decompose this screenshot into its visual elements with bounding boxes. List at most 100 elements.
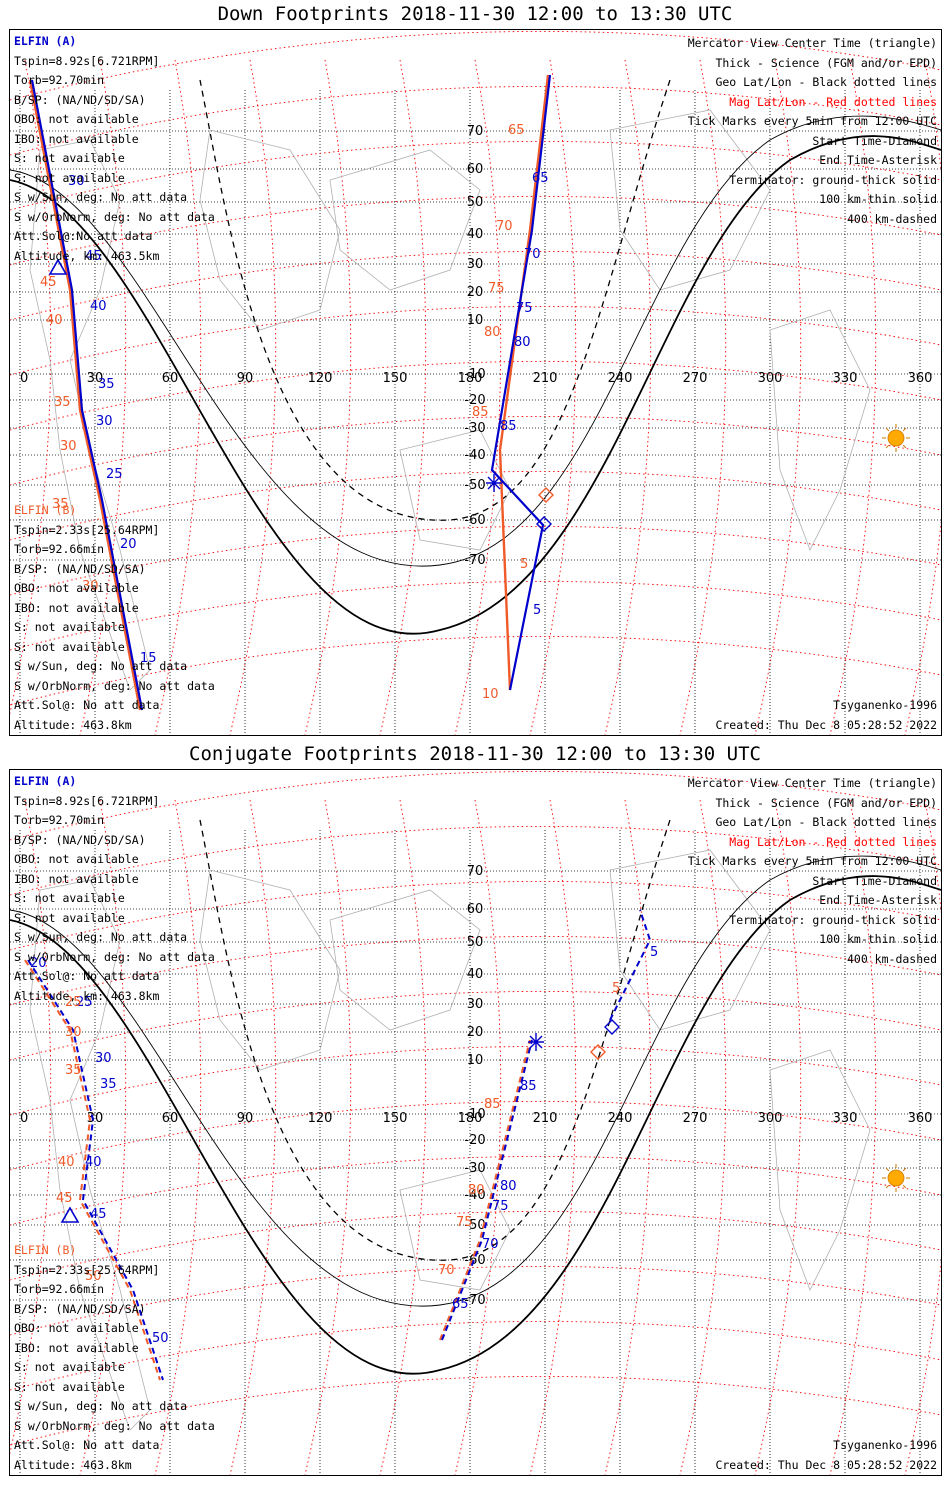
info-line: B/SP: (NA/ND/SD/SA) bbox=[14, 1301, 146, 1316]
terminator-100km bbox=[10, 115, 941, 567]
info-line: S: not available bbox=[14, 620, 125, 634]
lon-label: 330 bbox=[833, 1111, 858, 1126]
elfin-b-tick-label: 70 bbox=[524, 247, 541, 262]
mag-lat-line bbox=[10, 30, 941, 101]
mag-lat-line bbox=[10, 1210, 941, 1281]
coastline bbox=[29, 879, 151, 1431]
elfin-a-mag-tick-label: 35 bbox=[54, 395, 71, 410]
mag-lat-line bbox=[10, 415, 941, 486]
mag-lat-line bbox=[10, 825, 941, 896]
elfin-b-track-north bbox=[609, 909, 652, 1021]
info-line: Torb=92.66min bbox=[14, 1282, 105, 1296]
elfin-a-tick-label: 30 bbox=[95, 1051, 112, 1066]
elfin-a-tick-label: 15 bbox=[140, 651, 157, 666]
elfin-a-tick-label: 50 bbox=[152, 1331, 169, 1346]
lat-label: 50 bbox=[467, 935, 484, 950]
elfin-a-tick-label: 40 bbox=[85, 1155, 102, 1170]
terminator-400km bbox=[199, 79, 671, 521]
mag-lat-line bbox=[10, 305, 941, 376]
lon-label: 300 bbox=[758, 1111, 783, 1126]
lon-label: 270 bbox=[683, 1111, 708, 1126]
mag-lon-line bbox=[904, 59, 941, 735]
model-label: Tsyganenko-1996 bbox=[833, 1438, 937, 1452]
elfin-a-tick-label: 30 bbox=[96, 414, 113, 429]
mag-lon-line bbox=[754, 59, 802, 735]
elfin-b-tick-label: 85 bbox=[520, 1079, 537, 1094]
info-line: S w/Sun, deg: No att data bbox=[14, 190, 188, 204]
info-line: S: not available bbox=[14, 170, 125, 185]
lon-label: 180 bbox=[458, 1111, 483, 1126]
mag-lon-line bbox=[679, 799, 727, 1475]
mag-lon-line bbox=[829, 799, 877, 1475]
mag-lat-line bbox=[10, 1375, 941, 1446]
elfin-a-tick-label: 45 bbox=[90, 1207, 107, 1222]
lat-label: 70 bbox=[467, 864, 484, 879]
terminator-100km bbox=[10, 855, 941, 1307]
lon-label: 210 bbox=[533, 371, 558, 386]
elfin-b-mag-tick-label: 75 bbox=[488, 281, 505, 296]
legend: Mercator View Center Time (triangle) Thi… bbox=[688, 34, 937, 229]
lat-label: 30 bbox=[467, 257, 484, 272]
info-line: OBO: not available bbox=[14, 112, 139, 126]
mag-lat-line bbox=[10, 1320, 941, 1391]
elfin-b-mag-tick-label: 5 bbox=[612, 981, 620, 996]
info-line: S w/OrbNorm, deg: No att data bbox=[14, 1418, 215, 1433]
lat-label: 30 bbox=[467, 997, 484, 1012]
lat-label: -10 bbox=[464, 1107, 485, 1122]
elfin-b-mag-track bbox=[498, 74, 550, 691]
coastline bbox=[199, 869, 341, 1071]
lon-label: 90 bbox=[237, 1111, 254, 1126]
lat-label: 60 bbox=[467, 902, 484, 917]
elfin-a-tick-label: 30 bbox=[68, 174, 85, 189]
down-footprints-panel: Down Footprints 2018-11-30 12:00 to 13:3… bbox=[9, 3, 942, 736]
lat-label: -40 bbox=[464, 448, 485, 463]
end-asterisk bbox=[486, 474, 502, 492]
created-label: Created: Thu Dec 8 05:28:52 2022 bbox=[715, 1457, 937, 1472]
legend-item: Terminator: ground-thick solid bbox=[729, 912, 937, 927]
sun-ray bbox=[885, 427, 890, 432]
lon-label: 60 bbox=[162, 371, 179, 386]
info-line: Torb=92.70min bbox=[14, 73, 105, 87]
elfin-b-mag-tick-label: 5 bbox=[520, 557, 528, 572]
lon-label: 0 bbox=[20, 371, 28, 386]
elfin-a-mag-tick-label: 25 bbox=[65, 995, 82, 1010]
elfin-a-tick-label: 20 bbox=[30, 956, 47, 971]
mag-lat-line bbox=[10, 770, 941, 841]
sun-ray bbox=[902, 427, 907, 432]
elfin-a-mag-tick-label: 45 bbox=[40, 275, 57, 290]
sun-ray bbox=[885, 1184, 890, 1189]
elfin-a-info: ELFIN (A) Tspin=8.92s[6.721RPM] Torb=92.… bbox=[14, 772, 215, 1006]
mag-lat-line bbox=[10, 140, 941, 211]
mag-lat-line bbox=[10, 880, 941, 951]
info-line: OBO: not available bbox=[14, 1321, 139, 1335]
coastline bbox=[399, 1169, 511, 1291]
info-line: S: not available bbox=[14, 151, 125, 165]
legend-item: Mag Lat/Lon - Red dotted lines bbox=[729, 94, 937, 109]
info-line: S w/OrbNorm, deg: No att data bbox=[14, 209, 215, 224]
elfin-b-mag-tick-label: 80 bbox=[484, 325, 501, 340]
conjugate-footprints-panel: Conjugate Footprints 2018-11-30 12:00 to… bbox=[0, 740, 950, 1490]
start-diamond bbox=[536, 516, 552, 532]
mag-lon-line bbox=[679, 59, 727, 735]
lon-label: 210 bbox=[533, 1111, 558, 1126]
lon-label: 120 bbox=[308, 371, 333, 386]
lon-label: 90 bbox=[237, 371, 254, 386]
lat-label: 70 bbox=[467, 124, 484, 139]
elfin-b-tick-label: 5 bbox=[650, 945, 658, 960]
mag-lat-line bbox=[10, 1265, 941, 1336]
coastline bbox=[769, 1049, 871, 1291]
elfin-a-mag-tick-label: 35 bbox=[65, 1063, 82, 1078]
mag-lat-line bbox=[10, 580, 941, 651]
elfin-a-mag-tick-label: 40 bbox=[58, 1155, 75, 1170]
elfin-b-tick-label: 75 bbox=[516, 301, 533, 316]
mag-lon-line bbox=[154, 799, 202, 1475]
lat-label: -40 bbox=[464, 1188, 485, 1203]
lon-label: 180 bbox=[458, 371, 483, 386]
lon-label: 300 bbox=[758, 371, 783, 386]
info-line: IBO: not available bbox=[14, 1340, 139, 1355]
lat-label: -50 bbox=[464, 478, 485, 493]
elfin-b-tick-label: 5 bbox=[533, 603, 541, 618]
info-line: Tspin=8.92s[6.721RPM] bbox=[14, 53, 160, 68]
